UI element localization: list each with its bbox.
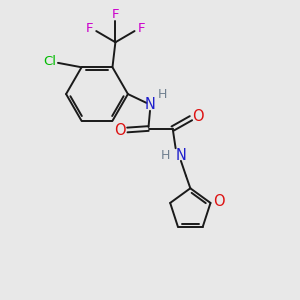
Text: H: H <box>160 148 170 161</box>
Text: N: N <box>176 148 186 163</box>
Text: O: O <box>114 123 126 138</box>
Text: F: F <box>86 22 94 35</box>
Text: Cl: Cl <box>43 55 56 68</box>
Text: N: N <box>145 97 155 112</box>
Text: F: F <box>137 22 145 35</box>
Text: O: O <box>193 109 204 124</box>
Text: F: F <box>112 8 119 21</box>
Text: O: O <box>213 194 225 209</box>
Text: H: H <box>158 88 167 101</box>
